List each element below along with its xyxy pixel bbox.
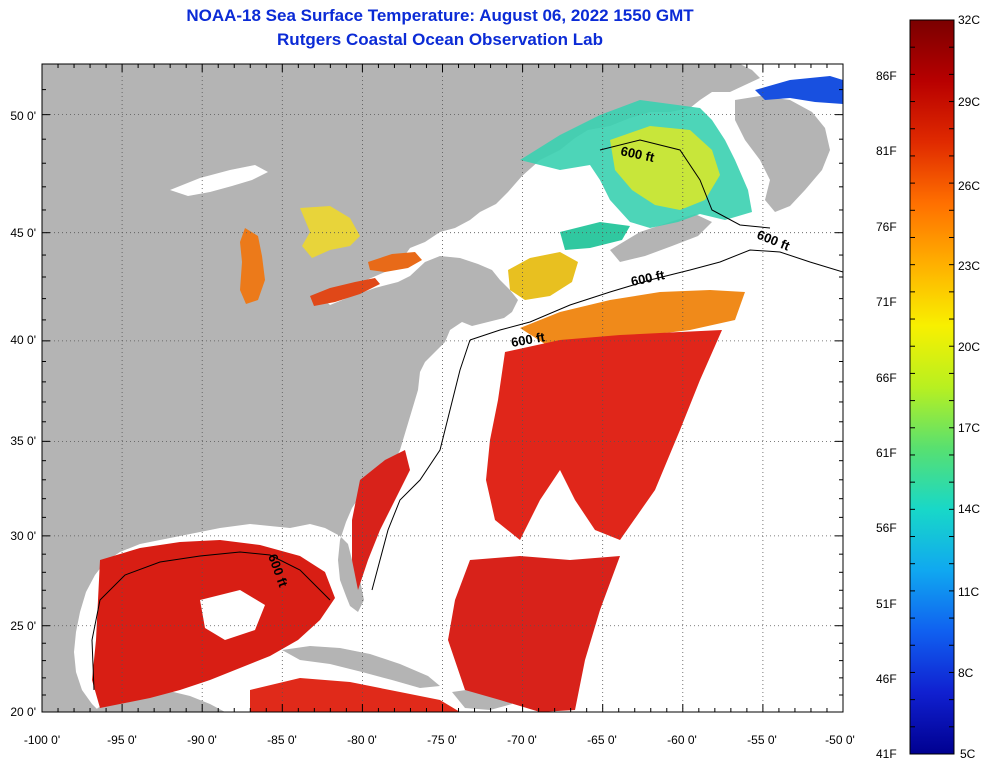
colorbar-celsius-label: 23C <box>958 259 980 273</box>
lake-michigan <box>240 228 265 304</box>
colorbar-celsius-label: 17C <box>958 421 980 435</box>
lon-label: -70 0' <box>507 733 537 747</box>
colorbar-celsius-label: 14C <box>958 502 980 516</box>
colorbar-fahrenheit-label: 41F <box>876 747 897 761</box>
colorbar-fahrenheit-label: 71F <box>876 295 897 309</box>
contour-600ft-north <box>599 139 771 229</box>
sst-st-lawrence-yellow <box>610 126 720 210</box>
lat-label: 50 0' <box>10 109 36 123</box>
colorbar-celsius-label: 32C <box>958 13 980 27</box>
sst-caribbean <box>250 678 460 712</box>
land-north-america <box>42 64 760 712</box>
colorbar-fahrenheit-label: 66F <box>876 371 897 385</box>
lake-huron <box>300 206 360 258</box>
colorbar-fahrenheit-label: 56F <box>876 521 897 535</box>
colorbar-fahrenheit-label: 81F <box>876 144 897 158</box>
map-title-line1: NOAA-18 Sea Surface Temperature: August … <box>186 6 694 25</box>
lon-label: -100 0' <box>24 733 60 747</box>
colorbar-fahrenheit-label: 51F <box>876 597 897 611</box>
contour-600ft-atlantic <box>469 249 843 341</box>
colorbar-fahrenheit-label: 61F <box>876 446 897 460</box>
contour-600ft-gulf <box>91 551 331 691</box>
sst-atlantic-orange <box>520 290 745 344</box>
colorbar-fahrenheit-label: 46F <box>876 672 897 686</box>
map-ticks <box>41 63 844 713</box>
lake-superior <box>170 165 268 196</box>
land-nova-scotia <box>610 214 712 262</box>
contour-label-3: 600 ft <box>630 267 667 289</box>
lon-label: -50 0' <box>825 733 855 747</box>
colorbar-celsius-label: 8C <box>958 666 974 680</box>
lat-axis-labels: 20 0' 25 0' 30 0' 35 0' 40 0' 45 0' 50 0… <box>10 109 36 719</box>
lon-label: -85 0' <box>267 733 297 747</box>
lat-label: 25 0' <box>10 619 36 633</box>
land-yucatan <box>92 690 225 712</box>
colorbar-gradient <box>909 19 955 755</box>
lon-label: -95 0' <box>107 733 137 747</box>
colorbar-ticks <box>910 19 954 755</box>
contour-label-1: 600 ft <box>619 143 656 165</box>
colorbar-celsius-label: 5C <box>960 747 976 761</box>
lon-label: -75 0' <box>427 733 457 747</box>
sst-atlantic-south <box>448 556 620 712</box>
lon-label: -60 0' <box>667 733 697 747</box>
sst-labrador-blue <box>755 76 843 104</box>
sst-gulf-of-maine <box>508 252 578 300</box>
contour-600ft-southeast <box>371 339 471 591</box>
land-newfoundland <box>735 96 830 212</box>
lat-label: 20 0' <box>10 705 36 719</box>
colorbar: 32C 29C 26C 23C 20C 17C 14C 11C 8C 5C 86… <box>876 13 980 761</box>
lon-label: -55 0' <box>747 733 777 747</box>
map-title-line2: Rutgers Coastal Ocean Observation Lab <box>277 30 603 49</box>
contour-label-4: 600 ft <box>510 329 547 350</box>
lon-axis-labels: -100 0' -95 0' -90 0' -85 0' -80 0' -75 … <box>24 733 855 747</box>
colorbar-fahrenheit-label: 86F <box>876 69 897 83</box>
sst-bay-of-fundy <box>560 222 630 250</box>
map-area: 600 ft 600 ft 600 ft 600 ft 600 ft <box>42 64 843 712</box>
lon-label: -90 0' <box>187 733 217 747</box>
sst-florida-east <box>352 450 410 590</box>
lat-label: 30 0' <box>10 529 36 543</box>
sst-gulf-white-patch <box>200 590 265 640</box>
lat-label: 45 0' <box>10 226 36 240</box>
lat-label: 40 0' <box>10 333 36 347</box>
colorbar-celsius-label: 20C <box>958 340 980 354</box>
lake-ontario <box>368 252 422 272</box>
land-cuba <box>282 646 440 688</box>
sst-atlantic-main <box>486 330 722 540</box>
colorbar-fahrenheit-label: 76F <box>876 220 897 234</box>
lat-label: 35 0' <box>10 434 36 448</box>
colorbar-celsius-label: 11C <box>958 585 979 599</box>
colorbar-celsius-label: 26C <box>958 179 980 193</box>
lon-label: -65 0' <box>587 733 617 747</box>
colorbar-celsius-label: 29C <box>958 95 980 109</box>
lon-label: -80 0' <box>347 733 377 747</box>
